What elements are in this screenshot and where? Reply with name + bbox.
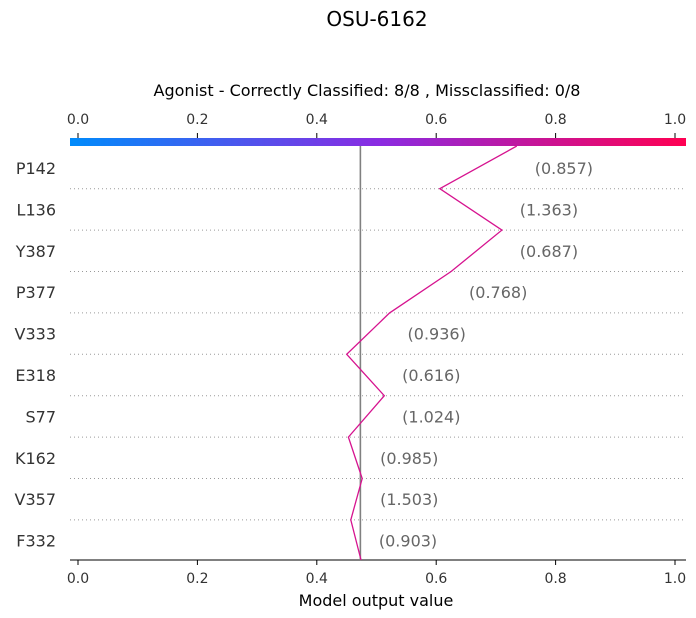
chart-subtitle: Agonist - Correctly Classified: 8/8 , Mi… — [154, 81, 581, 100]
value-labels: (0.857) (1.363) (0.687) (0.768) (0.936) (0.61… — [379, 159, 593, 551]
feature-label: K162 — [15, 449, 56, 468]
feature-value-label: (0.985) — [380, 449, 438, 468]
top-tick-label: 0.0 — [67, 112, 89, 128]
feature-label: P142 — [16, 159, 56, 178]
feature-value-label: (1.363) — [520, 200, 578, 219]
top-tick-labels: 0.0 0.2 0.4 0.6 0.8 1.0 — [67, 112, 686, 128]
decision-lines — [345, 145, 518, 561]
x-tick-label: 0.6 — [425, 571, 447, 587]
top-tick-label: 0.6 — [425, 112, 447, 128]
top-tick-label: 1.0 — [664, 112, 686, 128]
x-axis — [70, 133, 686, 565]
x-tick-label: 0.8 — [544, 571, 566, 587]
row-separators — [70, 188, 686, 521]
feature-value-label: (0.687) — [520, 242, 578, 261]
top-tick-label: 0.2 — [186, 112, 208, 128]
colorbar-gradient — [70, 138, 686, 146]
x-tick-label: 0.4 — [306, 571, 328, 587]
x-tick-label: 0.0 — [67, 571, 89, 587]
feature-label: F332 — [16, 532, 56, 551]
feature-label: P377 — [16, 283, 56, 302]
chart-title: OSU-6162 — [326, 7, 427, 31]
feature-label: V333 — [15, 325, 56, 344]
feature-value-label: (1.503) — [380, 490, 438, 509]
feature-value-label: (0.936) — [408, 325, 466, 344]
top-tick-label: 0.4 — [306, 112, 328, 128]
feature-value-label: (1.024) — [402, 407, 460, 426]
bottom-tick-labels: 0.0 0.2 0.4 0.6 0.8 1.0 — [67, 571, 686, 587]
feature-label: Y387 — [15, 242, 56, 261]
top-tick-label: 0.8 — [544, 112, 566, 128]
feature-value-label: (0.616) — [402, 366, 460, 385]
feature-label: E318 — [15, 366, 56, 385]
x-axis-label: Model output value — [299, 591, 454, 610]
feature-label: V357 — [15, 490, 56, 509]
feature-labels: P142 L136 Y387 P377 V333 E318 S77 K162 V357 F332 — [15, 159, 56, 551]
x-tick-label: 1.0 — [664, 571, 686, 587]
feature-value-label: (0.903) — [379, 532, 437, 551]
x-tick-label: 0.2 — [186, 571, 208, 587]
feature-value-label: (0.857) — [535, 159, 593, 178]
colorbar — [70, 138, 686, 146]
feature-label: S77 — [25, 407, 56, 426]
decision-path — [345, 145, 518, 561]
feature-label: L136 — [17, 200, 56, 219]
feature-value-label: (0.768) — [469, 283, 527, 302]
